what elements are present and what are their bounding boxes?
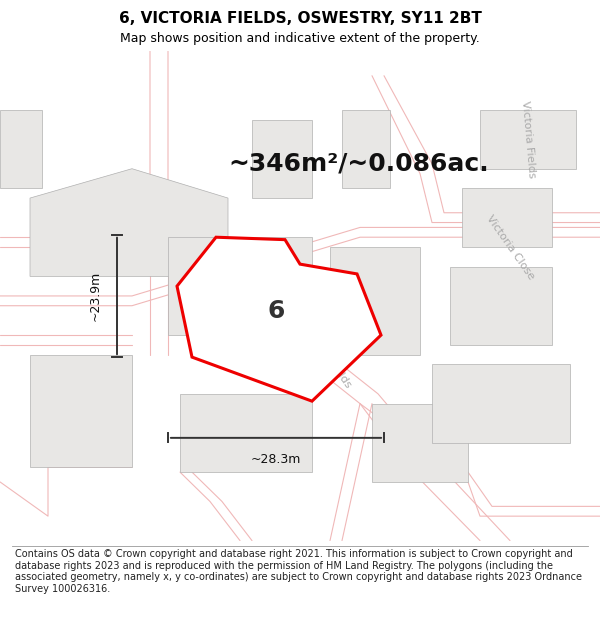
Text: 6: 6 (268, 299, 284, 322)
Polygon shape (462, 188, 552, 247)
Text: ~28.3m: ~28.3m (251, 452, 301, 466)
Text: Victoria Fields: Victoria Fields (520, 100, 536, 178)
Polygon shape (0, 110, 42, 188)
Text: Contains OS data © Crown copyright and database right 2021. This information is : Contains OS data © Crown copyright and d… (15, 549, 582, 594)
Polygon shape (480, 110, 576, 169)
Polygon shape (177, 238, 381, 401)
Polygon shape (180, 394, 312, 472)
Polygon shape (252, 120, 312, 198)
Text: Victoria Fields: Victoria Fields (301, 320, 353, 389)
Polygon shape (168, 238, 312, 335)
Polygon shape (372, 404, 468, 482)
Polygon shape (30, 354, 132, 468)
Polygon shape (342, 110, 390, 188)
Text: ~23.9m: ~23.9m (89, 271, 102, 321)
Text: 6, VICTORIA FIELDS, OSWESTRY, SY11 2BT: 6, VICTORIA FIELDS, OSWESTRY, SY11 2BT (119, 11, 481, 26)
Polygon shape (432, 364, 570, 442)
Text: Victoria Close: Victoria Close (484, 213, 536, 281)
Text: ~346m²/~0.086ac.: ~346m²/~0.086ac. (228, 152, 488, 176)
Polygon shape (330, 247, 420, 354)
Polygon shape (30, 169, 228, 276)
Polygon shape (450, 267, 552, 345)
Text: Map shows position and indicative extent of the property.: Map shows position and indicative extent… (120, 32, 480, 45)
